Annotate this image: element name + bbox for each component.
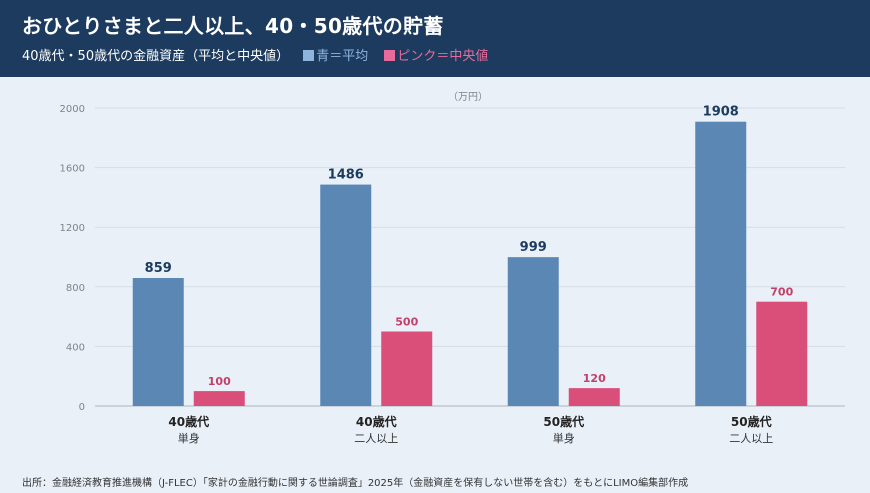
y-tick-label: 2000 (60, 104, 85, 115)
subtitle-text: 40歳代・50歳代の金融資産（平均と中央値） (22, 49, 290, 64)
bars: 859 100 1486 500 999 120 1908 700 (132, 105, 808, 406)
bar-mean (132, 278, 184, 406)
x-tick-label-household: 単身 (553, 431, 575, 445)
legend-mean-swatch (303, 50, 315, 61)
bar-chart: 0 400 800 1200 1600 2000 （万円） 859 100 1486 500 99… (60, 91, 845, 445)
legend-median: ピンク＝中央値 (384, 49, 488, 64)
page-title: おひとりさまと二人以上、40・50歳代の貯蓄 (22, 14, 444, 38)
chart-subtitle: 40歳代・50歳代の金融資産（平均と中央値） 青＝平均 ピンク＝中央値 (22, 45, 488, 64)
y-tick-label: 1200 (60, 223, 85, 234)
data-label-mean: 859 (145, 261, 172, 276)
x-tick-label-household: 二人以上 (729, 432, 773, 445)
x-tick-label-age: 50歳代 (731, 414, 772, 429)
data-label-median: 120 (583, 372, 606, 385)
data-label-mean: 1908 (703, 105, 739, 120)
x-tick-label-age: 40歳代 (168, 414, 209, 429)
y-tick-label: 0 (79, 402, 85, 413)
y-tick-label: 800 (66, 283, 85, 294)
source-note: 出所：金融経済教育推進機構（J-FLEC）「家計の金融行動に関する世論調査」20… (22, 478, 689, 489)
bar-mean (320, 184, 372, 406)
data-label-median: 500 (395, 316, 418, 329)
bar-median (193, 391, 245, 406)
x-tick-label-age: 50歳代 (543, 414, 584, 429)
y-tick-label: 1600 (60, 164, 85, 175)
y-axis: 0 400 800 1200 1600 2000 (60, 104, 85, 413)
bar-median (756, 301, 808, 406)
y-unit-label: （万円） (448, 91, 488, 103)
legend-median-label: ピンク＝中央値 (397, 49, 489, 64)
data-label-mean: 1486 (328, 168, 364, 183)
data-label-mean: 999 (520, 240, 547, 255)
x-tick-label-age: 40歳代 (356, 414, 397, 429)
legend-median-swatch (384, 50, 396, 61)
x-tick-label-household: 二人以上 (354, 432, 398, 445)
legend-mean-label: 青＝平均 (316, 49, 369, 64)
bar-median (568, 388, 620, 406)
legend-mean: 青＝平均 (303, 49, 368, 64)
data-label-median: 700 (770, 286, 793, 299)
x-tick-label-household: 単身 (178, 431, 200, 445)
bar-median (381, 331, 433, 406)
bar-mean (695, 121, 747, 406)
y-tick-label: 400 (66, 342, 85, 353)
header-banner: おひとりさまと二人以上、40・50歳代の貯蓄 40歳代・50歳代の金融資産（平均… (0, 0, 870, 77)
bar-mean (507, 257, 559, 406)
data-label-median: 100 (208, 375, 231, 388)
